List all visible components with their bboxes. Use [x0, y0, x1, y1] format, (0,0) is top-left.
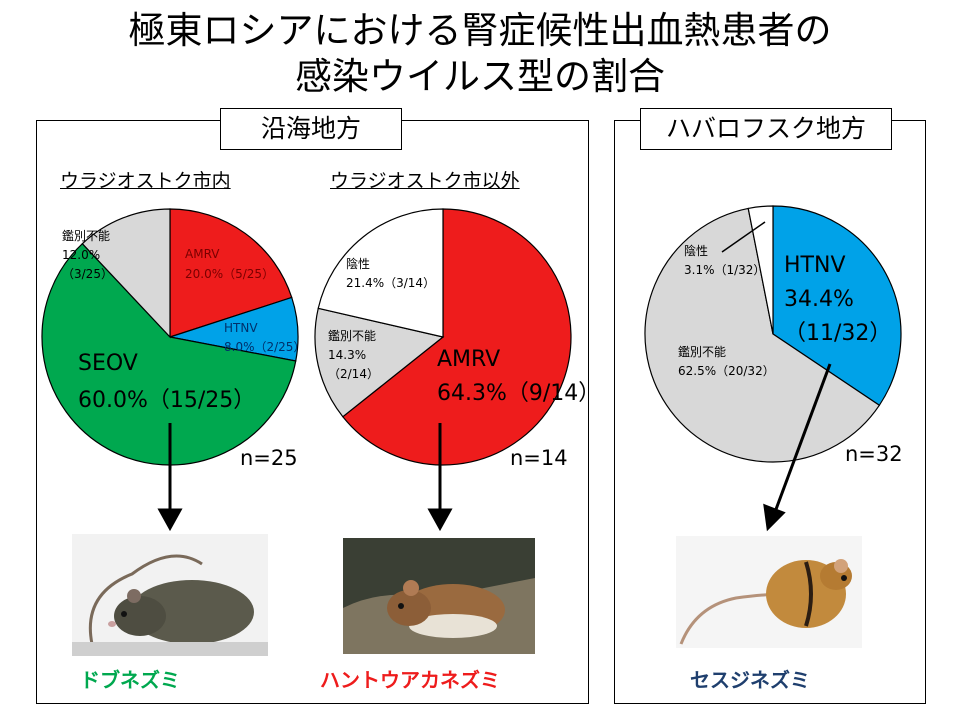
pie-3-slice-2: [644, 207, 881, 463]
pie-1-slice-3: [41, 242, 297, 466]
pie-3-label-htnv: HTNV: [784, 253, 846, 278]
field-mouse-photo: [676, 536, 862, 648]
pie-2-slice-1: [342, 208, 572, 466]
pie-1-label-amrv: AMRV: [185, 247, 220, 261]
leader-line-negative: [721, 221, 766, 253]
pie-3-label-unidentified: 鑑別不能: [678, 344, 726, 359]
pie-3-n-label: n=32: [845, 442, 903, 466]
pie-chart-khabarovsk: [644, 205, 902, 463]
pie-2-slice-2: [314, 307, 445, 418]
animal-label-htnv: セスジネズミ: [690, 668, 810, 692]
pie-3-label-negative: 陰性: [684, 244, 708, 258]
pie-2-n-label: n=14: [510, 446, 568, 470]
pie-2-label-amrv: AMRV: [437, 347, 500, 372]
khabarovsk-region-label: ハバロフスク地方: [640, 108, 892, 150]
pie-1-detail2-unidentified: （3/25）: [62, 267, 113, 281]
pie-3-detail-negative: 3.1%（1/32）: [684, 263, 765, 277]
arrow-htnv: [773, 363, 832, 513]
pie-3-detail-unidentified: 62.5%（20/32）: [678, 364, 775, 378]
pie-3-slice-1: [772, 205, 902, 407]
pie-chart-vladivostok: [41, 208, 299, 466]
pie-2-label-unidentified: 鑑別不能: [328, 328, 376, 343]
title-line-1: 極東ロシアにおける腎症候性出血熱患者の: [128, 9, 832, 52]
pie-slice-labels: AMRV 20.0%（5/25） HTNV 8.0%（2/25） SEOV 60.0%（1…: [62, 228, 891, 413]
pie-2-detail-negative: 21.4%（3/14）: [346, 276, 435, 290]
pie-2-title: ウラジオストク市以外: [330, 170, 520, 192]
pie-1-title: ウラジオストク市内: [60, 170, 231, 192]
pie-chart-outside-vladivostok: [314, 208, 572, 466]
pie-1-label-seov: SEOV: [78, 351, 138, 376]
brown-rat-photo: [72, 534, 268, 656]
pie-1-n-label: n=25: [240, 446, 298, 470]
pie-2-detail-unidentified: 14.3%: [328, 348, 366, 362]
striped-field-mouse-photo: [343, 538, 535, 654]
animal-label-amrv: ハントウアカネズミ: [320, 668, 500, 692]
pie-3-detail-htnv: 34.4%: [784, 287, 854, 312]
pie-2-detail2-unidentified: （2/14）: [328, 367, 379, 381]
pie-2-slice-3: [317, 208, 444, 338]
title-line-2: 感染ウイルス型の割合: [295, 55, 665, 98]
pie-2-label-negative: 陰性: [346, 257, 370, 271]
pie-1-detail-unidentified: 12.0%: [62, 248, 100, 262]
pie-1-label-htnv: HTNV: [224, 321, 258, 335]
pie-2-detail-amrv: 64.3%（9/14）: [437, 381, 600, 406]
coastal-region-label: 沿海地方: [220, 108, 402, 150]
pie-1-label-unidentified: 鑑別不能: [62, 228, 110, 243]
pie-1-slice-4: [81, 208, 171, 339]
pie-3-detail2-htnv: （11/32）: [784, 321, 891, 346]
pie-1-detail-amrv: 20.0%（5/25）: [185, 267, 274, 281]
page-title: 極東ロシアにおける腎症候性出血熱患者の 感染ウイルス型の割合: [0, 8, 960, 100]
pie-1-slice-1: [169, 208, 293, 338]
arrows: [157, 221, 832, 532]
arrow-htnv-head: [763, 503, 786, 532]
animal-label-seov: ドブネズミ: [80, 668, 180, 692]
pie-1-detail-htnv: 8.0%（2/25）: [224, 340, 305, 354]
arrow-seov-head: [157, 508, 183, 532]
pie-3-slice-3: [747, 205, 774, 335]
arrow-amrv-head: [427, 508, 453, 532]
pie-1-detail-seov: 60.0%（15/25）: [78, 388, 255, 413]
